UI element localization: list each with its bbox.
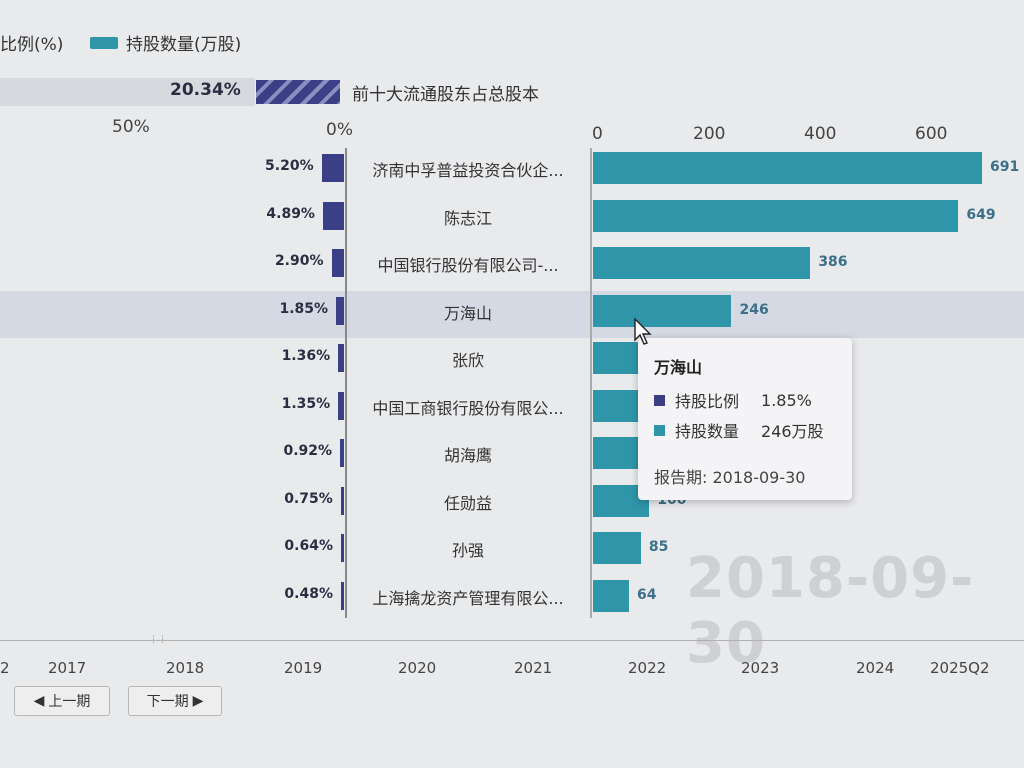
- right-axis-tick: 600: [915, 124, 948, 144]
- ratio-bar[interactable]: [340, 486, 344, 515]
- timeline-period-label[interactable]: 2025Q2: [930, 659, 990, 677]
- ratio-bar[interactable]: [338, 391, 344, 420]
- legend-ratio-label[interactable]: 比例(%): [0, 35, 64, 55]
- shares-value-label: 64: [637, 586, 657, 603]
- legend-shares[interactable]: 持股数量(万股): [90, 30, 241, 55]
- timeline-period-label[interactable]: 2022: [628, 659, 667, 677]
- left-axis-tick: 0%: [326, 120, 353, 140]
- prev-period-label: 上一期: [48, 694, 91, 710]
- legend-shares-label: 持股数量(万股): [126, 35, 242, 55]
- ratio-value-label: 1.85%: [279, 300, 329, 317]
- left-axis-tick: 50%: [112, 117, 150, 137]
- tooltip: 万海山 持股比例 1.85% 持股数量 246万股 报告期: 2018-09-3…: [638, 338, 852, 500]
- shareholder-name: 上海擒龙资产管理有限公...: [372, 588, 564, 608]
- shareholder-name: 万海山: [443, 303, 492, 323]
- legend-shares-swatch: [90, 36, 118, 49]
- total-label: 前十大流通股东占总股本: [352, 85, 539, 105]
- tooltip-date: 报告期: 2018-09-30: [654, 468, 806, 487]
- ratio-bar[interactable]: [340, 439, 344, 467]
- total-value: 20.34%: [170, 80, 241, 100]
- shareholder-name: 中国银行股份有限公司-...: [377, 256, 559, 275]
- shares-bar[interactable]: [593, 532, 641, 564]
- shares-bar[interactable]: [593, 294, 732, 327]
- ratio-bar[interactable]: [331, 249, 344, 277]
- ratio-bar[interactable]: [341, 534, 344, 562]
- ratio-bar[interactable]: [338, 344, 344, 372]
- tooltip-shares-row: 持股数量 246万股: [654, 418, 824, 442]
- tooltip-shares-label: 持股数量: [675, 422, 740, 441]
- tooltip-ratio-value: 1.85%: [761, 390, 812, 410]
- shares-value-label: 85: [648, 539, 669, 555]
- shareholder-name: 胡海鹰: [443, 446, 492, 465]
- right-axis-tick: 0: [592, 124, 603, 144]
- timeline-track[interactable]: [0, 640, 1024, 641]
- ratio-value-label: 4.89%: [266, 205, 315, 222]
- shares-bar[interactable]: [593, 152, 983, 184]
- shareholder-name: 陈志江: [443, 208, 492, 228]
- ratio-value-label: 0.48%: [284, 585, 333, 602]
- next-period-button[interactable]: 下一期 ▶: [128, 686, 222, 716]
- timeline-period-label[interactable]: 2017: [48, 659, 87, 677]
- right-axis-tick: 400: [804, 124, 837, 144]
- shares-value-label: 691: [990, 159, 1020, 175]
- ratio-bar[interactable]: [322, 201, 344, 230]
- next-period-label: 下一期: [146, 694, 189, 710]
- right-axis-tick: 200: [693, 124, 726, 144]
- ratio-bar[interactable]: [321, 154, 344, 182]
- shares-bar[interactable]: [593, 199, 959, 232]
- total-ratio-bar[interactable]: [256, 80, 340, 104]
- mouse-cursor-icon: [634, 318, 652, 345]
- shares-value-label: 246: [739, 301, 769, 318]
- period-watermark: 2018-09-30: [686, 546, 975, 676]
- tooltip-shares-swatch: [654, 424, 665, 436]
- timeline-period-label[interactable]: 2023: [741, 659, 780, 677]
- ratio-value-label: 0.75%: [284, 490, 333, 507]
- shares-value-label: 649: [966, 206, 996, 223]
- total-background-bar: [0, 78, 255, 106]
- tooltip-title: 万海山: [654, 358, 703, 377]
- ratio-value-label: 0.64%: [284, 538, 333, 554]
- prev-period-button[interactable]: ◀ 上一期: [14, 686, 110, 716]
- ratio-bar[interactable]: [341, 581, 344, 610]
- tooltip-ratio-swatch: [654, 394, 665, 406]
- ratio-axis-line: [345, 148, 347, 618]
- shares-bar[interactable]: [593, 247, 811, 279]
- timeline-period-label[interactable]: 2021: [514, 659, 553, 677]
- shares-value-label: 386: [818, 254, 848, 270]
- shares-axis-line: [590, 148, 592, 618]
- ratio-value-label: 1.36%: [281, 348, 331, 364]
- shareholder-name: 张欣: [451, 351, 484, 370]
- ratio-value-label: 1.35%: [281, 395, 331, 412]
- shares-bar[interactable]: [593, 579, 630, 612]
- ratio-bar[interactable]: [336, 296, 344, 325]
- timeline-period-label[interactable]: 2020: [398, 659, 437, 677]
- timeline-period-label[interactable]: 2024: [856, 659, 895, 677]
- ratio-value-label: 5.20%: [265, 158, 314, 174]
- shareholder-name: 中国工商银行股份有限公...: [372, 398, 564, 418]
- ratio-value-label: 2.90%: [274, 253, 324, 269]
- tooltip-ratio-row: 持股比例 1.85%: [654, 388, 812, 412]
- ratio-value-label: 0.92%: [283, 443, 333, 459]
- tooltip-ratio-label: 持股比例: [675, 392, 740, 411]
- timeline-period-label[interactable]: 2019: [284, 659, 323, 677]
- caret-right-icon: ▶: [192, 693, 204, 709]
- timeline-handle-icon[interactable]: ⋮⋮: [149, 635, 167, 645]
- timeline-period-label[interactable]: 2018: [166, 659, 205, 677]
- highlighted-row: [0, 291, 1024, 338]
- shareholder-name: 济南中孚普益投资合伙企...: [372, 161, 564, 180]
- caret-left-icon: ◀: [33, 693, 45, 709]
- timeline-period-label[interactable]: 2: [0, 659, 10, 677]
- shareholder-name: 任勋益: [443, 493, 492, 513]
- shareholder-name: 孙强: [451, 541, 484, 560]
- tooltip-shares-value: 246万股: [761, 422, 824, 441]
